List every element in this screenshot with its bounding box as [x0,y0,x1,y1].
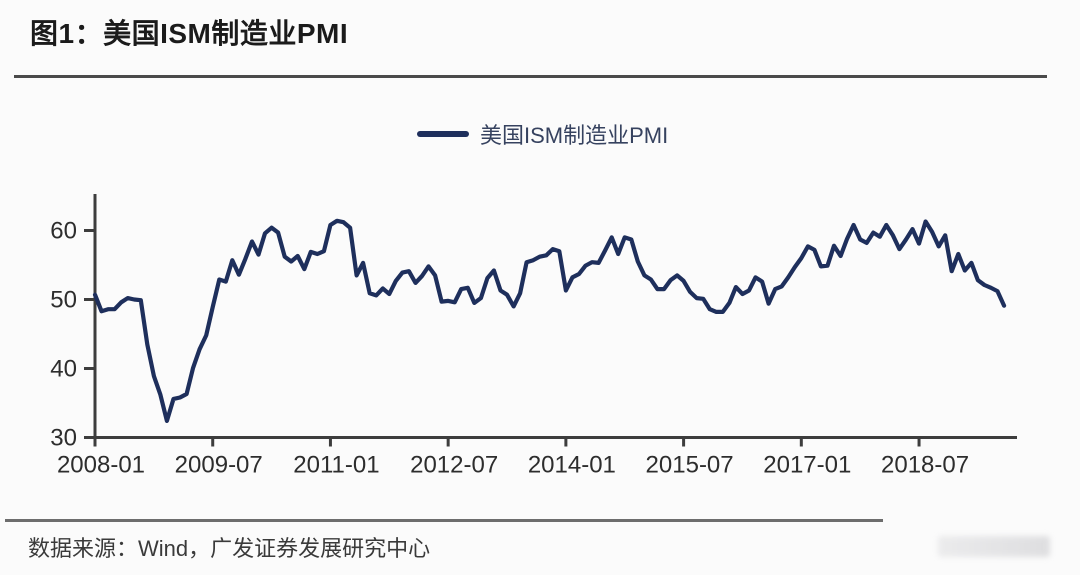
x-tick-label: 2018-07 [881,452,969,479]
data-source: 数据来源：Wind，广发证券发展研究中心 [28,536,431,561]
figure-title: 图1：美国ISM制造业PMI [30,18,349,49]
y-tick-label: 40 [50,356,77,383]
x-tick-label: 2011-01 [293,452,379,479]
x-tick-label: 2009-07 [175,452,263,479]
footer-divider [5,519,883,522]
x-tick-label: 2008-01 [57,452,145,479]
title-divider [14,75,1047,78]
watermark-smudge [938,536,1050,557]
legend-label: 美国ISM制造业PMI [480,123,669,148]
x-tick-label: 2014-01 [528,452,616,479]
x-tick-label: 2017-01 [763,452,851,479]
y-tick-label: 30 [50,425,77,452]
legend-line-swatch [417,131,469,137]
x-tick-label: 2015-07 [646,452,734,479]
pmi-series-line [92,218,1007,423]
y-tick-label: 60 [50,218,77,245]
y-tick-label: 50 [50,287,77,314]
x-tick-label: 2012-07 [410,452,498,479]
chart-legend: 美国ISM制造业PMI [417,118,668,150]
